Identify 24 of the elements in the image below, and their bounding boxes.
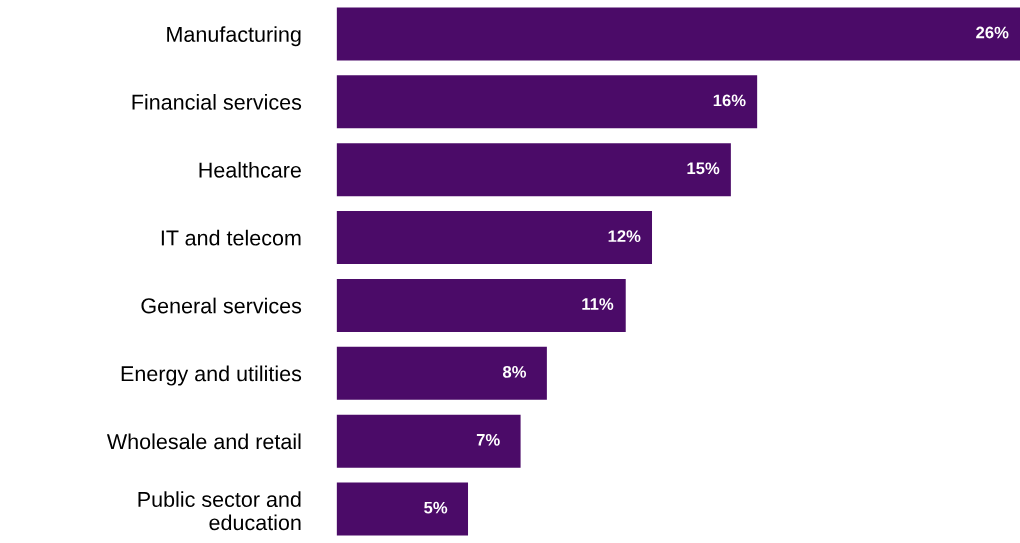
data-label: 12% — [608, 230, 641, 242]
data-label: 16% — [713, 94, 746, 107]
bar — [336, 7, 1020, 61]
bar — [336, 75, 758, 129]
data-label: 11% — [582, 298, 614, 310]
bar — [336, 482, 469, 536]
y-tick-label: Energy and utilities — [121, 365, 302, 386]
y-tick-label: General services — [141, 297, 302, 314]
bar — [336, 346, 547, 400]
data-label: 8% — [502, 365, 527, 378]
y-tick-label: Wholesale and retail — [106, 433, 301, 450]
y-tick-label: Financial services — [132, 94, 302, 110]
bar — [336, 414, 521, 468]
y-tick-label: Healthcare — [199, 161, 301, 178]
bar — [336, 278, 626, 332]
data-label: 15% — [687, 162, 720, 175]
bar — [336, 211, 653, 265]
y-tick-label: Manufacturing — [167, 26, 301, 47]
y-tick-label: IT and telecom — [161, 229, 301, 246]
y-tick-label: Public sector and education — [138, 491, 301, 531]
bar — [336, 143, 731, 197]
data-label: 5% — [424, 501, 448, 514]
data-label: 7% — [476, 433, 500, 446]
data-label: 26% — [976, 26, 1009, 39]
